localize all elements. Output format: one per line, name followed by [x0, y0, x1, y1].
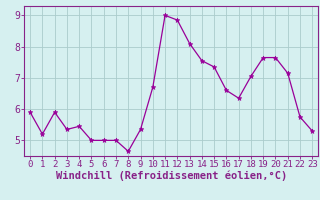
X-axis label: Windchill (Refroidissement éolien,°C): Windchill (Refroidissement éolien,°C) — [56, 171, 287, 181]
